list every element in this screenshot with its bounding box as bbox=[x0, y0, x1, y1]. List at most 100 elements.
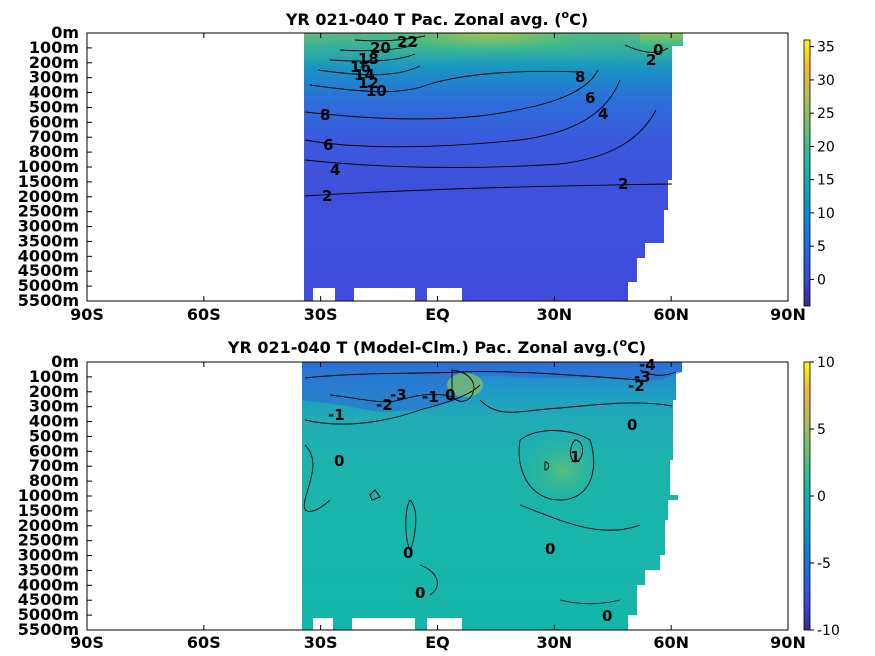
colorbar-tick-label: -10 bbox=[817, 623, 840, 639]
p1-contour-label: 10 bbox=[366, 82, 387, 100]
y-tick-label: 3000m bbox=[18, 217, 79, 236]
y-tick-label: 400m bbox=[29, 412, 79, 431]
y-tick-label: 3000m bbox=[18, 546, 79, 565]
panel2-warm-blob bbox=[518, 430, 608, 510]
p1-contour-label: 22 bbox=[397, 33, 418, 51]
x-tick-label: 60S bbox=[187, 633, 221, 652]
panel2-title: YR 021-040 T (Model-Clm.) Pac. Zonal avg… bbox=[227, 336, 646, 357]
y-tick-label: 700m bbox=[29, 127, 79, 146]
panel1-title: YR 021-040 T Pac. Zonal avg. (oC) bbox=[285, 8, 588, 29]
p2-contour-label: -1 bbox=[328, 406, 345, 424]
y-tick-label: 100m bbox=[29, 38, 79, 57]
y-tick-label: 5500m bbox=[18, 620, 79, 639]
panel1-y-axis: 0m100m200m300m400m500m600m700m800m1000m1… bbox=[18, 23, 92, 310]
x-tick-label: 30S bbox=[304, 305, 338, 324]
panel1-colorbar bbox=[803, 39, 811, 307]
p1-contour-label: 6 bbox=[585, 89, 595, 107]
y-tick-label: 700m bbox=[29, 456, 79, 475]
panel1-x-axis: 90S 60S 30S EQ 30N 60N 90N bbox=[70, 33, 806, 324]
panel1-contours bbox=[304, 35, 673, 197]
panel2-colorbar bbox=[803, 361, 811, 631]
panel-anomaly: YR 021-040 T (Model-Clm.) Pac. Zonal avg… bbox=[18, 336, 840, 652]
y-tick-label: 1500m bbox=[18, 501, 79, 520]
panel1-warm-pool bbox=[304, 33, 640, 92]
p2-contour-label: 0 bbox=[403, 544, 413, 562]
y-tick-label: 2000m bbox=[18, 516, 79, 535]
p1-contour-label: 20 bbox=[370, 39, 391, 57]
colorbar-tick-label: 35 bbox=[817, 40, 835, 56]
x-tick-label: EQ bbox=[425, 305, 450, 324]
p2-contour-label: -2 bbox=[628, 377, 645, 395]
x-tick-label: EQ bbox=[425, 633, 450, 652]
p2-contour-label: 1 bbox=[570, 448, 580, 466]
panel2-cool-layer bbox=[302, 362, 682, 412]
y-tick-label: 500m bbox=[29, 97, 79, 116]
p1-contour-label: 14 bbox=[354, 66, 375, 84]
p2-contour-label: 0 bbox=[445, 386, 455, 404]
y-tick-label: 200m bbox=[29, 382, 79, 401]
panel2-contours bbox=[303, 369, 677, 605]
y-tick-label: 2500m bbox=[18, 202, 79, 221]
p1-contour-label: 6 bbox=[323, 136, 333, 154]
p1-contour-label: 2 bbox=[646, 51, 656, 69]
y-tick-label: 800m bbox=[29, 142, 79, 161]
colorbar-tick-label: 10 bbox=[817, 355, 835, 371]
x-tick-label: 60S bbox=[187, 305, 221, 324]
colorbar-tick-label: 30 bbox=[817, 73, 835, 89]
colorbar-tick-label: 15 bbox=[817, 173, 835, 189]
y-tick-label: 3500m bbox=[18, 231, 79, 250]
y-tick-label: 600m bbox=[29, 112, 79, 131]
panel1-colorbar-ticks: 35 30 25 20 15 10 5 0 bbox=[810, 40, 835, 288]
p1-contour-label: 0 bbox=[653, 41, 663, 59]
colorbar-tick-label: 0 bbox=[817, 489, 826, 505]
p1-contour-label: 18 bbox=[358, 50, 379, 68]
y-tick-label: 5500m bbox=[18, 291, 79, 310]
p2-contour-label: 0 bbox=[627, 416, 637, 434]
y-tick-label: 300m bbox=[29, 397, 79, 416]
y-tick-label: 2000m bbox=[18, 187, 79, 206]
panel-temperature: YR 021-040 T Pac. Zonal avg. (oC) 22 20 … bbox=[18, 8, 835, 324]
p1-contour-label: 4 bbox=[598, 105, 608, 123]
y-tick-label: 200m bbox=[29, 53, 79, 72]
p2-contour-label: -4 bbox=[639, 356, 656, 374]
y-tick-label: 4000m bbox=[18, 575, 79, 594]
y-tick-label: 4500m bbox=[18, 590, 79, 609]
x-tick-label: 30N bbox=[537, 305, 573, 324]
panel2-field bbox=[302, 362, 682, 630]
colorbar-tick-label: 20 bbox=[817, 139, 835, 155]
x-tick-label: 30S bbox=[304, 633, 338, 652]
x-tick-label: 90N bbox=[770, 633, 806, 652]
y-tick-label: 2500m bbox=[18, 531, 79, 550]
p1-contour-label: 8 bbox=[320, 106, 330, 124]
colorbar-tick-label: 5 bbox=[817, 239, 826, 255]
p1-contour-label: 8 bbox=[575, 68, 585, 86]
y-tick-label: 800m bbox=[29, 471, 79, 490]
y-tick-label: 1500m bbox=[18, 172, 79, 191]
y-tick-label: 1000m bbox=[18, 157, 79, 176]
x-tick-label: 90S bbox=[70, 305, 104, 324]
x-tick-label: 90S bbox=[70, 633, 104, 652]
y-tick-label: 1000m bbox=[18, 486, 79, 505]
p2-contour-label: 0 bbox=[602, 607, 612, 625]
y-tick-label: 5000m bbox=[18, 605, 79, 624]
colorbar-tick-label: 10 bbox=[817, 206, 835, 222]
y-tick-label: 500m bbox=[29, 426, 79, 445]
p1-contour-label: 2 bbox=[618, 175, 628, 193]
p2-contour-label: -3 bbox=[390, 386, 407, 404]
p2-contour-label: 0 bbox=[545, 540, 555, 558]
y-tick-label: 4000m bbox=[18, 246, 79, 265]
x-tick-label: 90N bbox=[770, 305, 806, 324]
x-tick-label: 60N bbox=[653, 305, 689, 324]
y-tick-label: 0m bbox=[51, 23, 79, 42]
colorbar-tick-label: 0 bbox=[817, 272, 826, 288]
colorbar-tick-label: 5 bbox=[817, 422, 826, 438]
y-tick-label: 400m bbox=[29, 83, 79, 102]
y-tick-label: 600m bbox=[29, 441, 79, 460]
colorbar-tick-label: -5 bbox=[817, 556, 831, 572]
y-tick-label: 5000m bbox=[18, 276, 79, 295]
panel2-y-axis: 0m100m200m300m400m500m600m700m800m1000m1… bbox=[18, 352, 92, 639]
p1-contour-label: 12 bbox=[358, 74, 379, 92]
colorbar-tick-label: 25 bbox=[817, 106, 835, 122]
panel2-colorbar-ticks: 10 5 0 -5 -10 bbox=[810, 355, 840, 639]
